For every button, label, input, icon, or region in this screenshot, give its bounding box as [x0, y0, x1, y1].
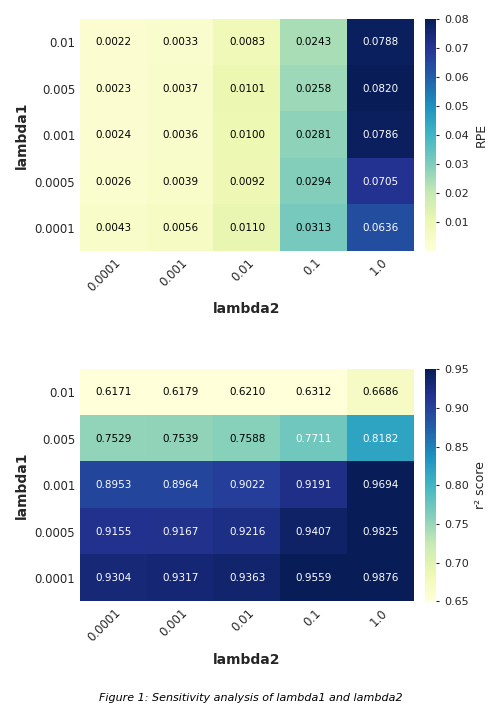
Text: 0.9825: 0.9825: [362, 527, 398, 537]
Text: 0.0022: 0.0022: [95, 37, 131, 48]
Text: 0.0033: 0.0033: [162, 37, 198, 48]
Text: 0.0294: 0.0294: [295, 177, 331, 187]
Text: 0.6686: 0.6686: [362, 388, 398, 398]
Text: 0.7529: 0.7529: [95, 434, 131, 444]
Text: 0.9363: 0.9363: [228, 573, 265, 583]
Text: 0.8964: 0.8964: [162, 480, 198, 490]
Text: 0.9216: 0.9216: [228, 527, 265, 537]
Text: 0.0043: 0.0043: [95, 223, 131, 233]
Y-axis label: r² score: r² score: [473, 462, 486, 509]
X-axis label: lambda2: lambda2: [213, 652, 280, 667]
Text: 0.6312: 0.6312: [295, 388, 332, 398]
Text: Figure 1: Sensitivity analysis of lambda1 and lambda2: Figure 1: Sensitivity analysis of lambda…: [99, 693, 402, 703]
Text: 0.7711: 0.7711: [295, 434, 332, 444]
Text: 0.0056: 0.0056: [162, 223, 198, 233]
Text: 0.0705: 0.0705: [362, 177, 398, 187]
Text: 0.9304: 0.9304: [95, 573, 131, 583]
Text: 0.0636: 0.0636: [362, 223, 398, 233]
Text: 0.6210: 0.6210: [228, 388, 265, 398]
Text: 0.0258: 0.0258: [295, 84, 331, 94]
Text: 0.9167: 0.9167: [162, 527, 198, 537]
Text: 0.6179: 0.6179: [162, 388, 198, 398]
Text: 0.0083: 0.0083: [228, 37, 265, 48]
Text: 0.0281: 0.0281: [295, 130, 331, 140]
Text: 0.0023: 0.0023: [95, 84, 131, 94]
Text: 0.0110: 0.0110: [228, 223, 265, 233]
Y-axis label: lambda1: lambda1: [15, 452, 29, 519]
Text: 0.0024: 0.0024: [95, 130, 131, 140]
Text: 0.9022: 0.9022: [228, 480, 265, 490]
Text: 0.0101: 0.0101: [228, 84, 265, 94]
Text: 0.0243: 0.0243: [295, 37, 331, 48]
Text: 0.0092: 0.0092: [228, 177, 265, 187]
Text: 0.9317: 0.9317: [162, 573, 198, 583]
Text: 0.9155: 0.9155: [95, 527, 131, 537]
Y-axis label: RPE: RPE: [473, 123, 486, 147]
Text: 0.9191: 0.9191: [295, 480, 332, 490]
Text: 0.9876: 0.9876: [362, 573, 398, 583]
Text: 0.8953: 0.8953: [95, 480, 131, 490]
Text: 0.9407: 0.9407: [295, 527, 331, 537]
Text: 0.0313: 0.0313: [295, 223, 331, 233]
Text: 0.0039: 0.0039: [162, 177, 198, 187]
Y-axis label: lambda1: lambda1: [15, 102, 29, 169]
Text: 0.9694: 0.9694: [362, 480, 398, 490]
Text: 0.0037: 0.0037: [162, 84, 198, 94]
Text: 0.9559: 0.9559: [295, 573, 332, 583]
Text: 0.0036: 0.0036: [162, 130, 198, 140]
Text: 0.8182: 0.8182: [362, 434, 398, 444]
Text: 0.7588: 0.7588: [228, 434, 265, 444]
Text: 0.7539: 0.7539: [162, 434, 198, 444]
Text: 0.0820: 0.0820: [362, 84, 398, 94]
X-axis label: lambda2: lambda2: [213, 302, 280, 317]
Text: 0.0788: 0.0788: [362, 37, 398, 48]
Text: 0.0786: 0.0786: [362, 130, 398, 140]
Text: 0.6171: 0.6171: [95, 388, 131, 398]
Text: 0.0026: 0.0026: [95, 177, 131, 187]
Text: 0.0100: 0.0100: [228, 130, 265, 140]
